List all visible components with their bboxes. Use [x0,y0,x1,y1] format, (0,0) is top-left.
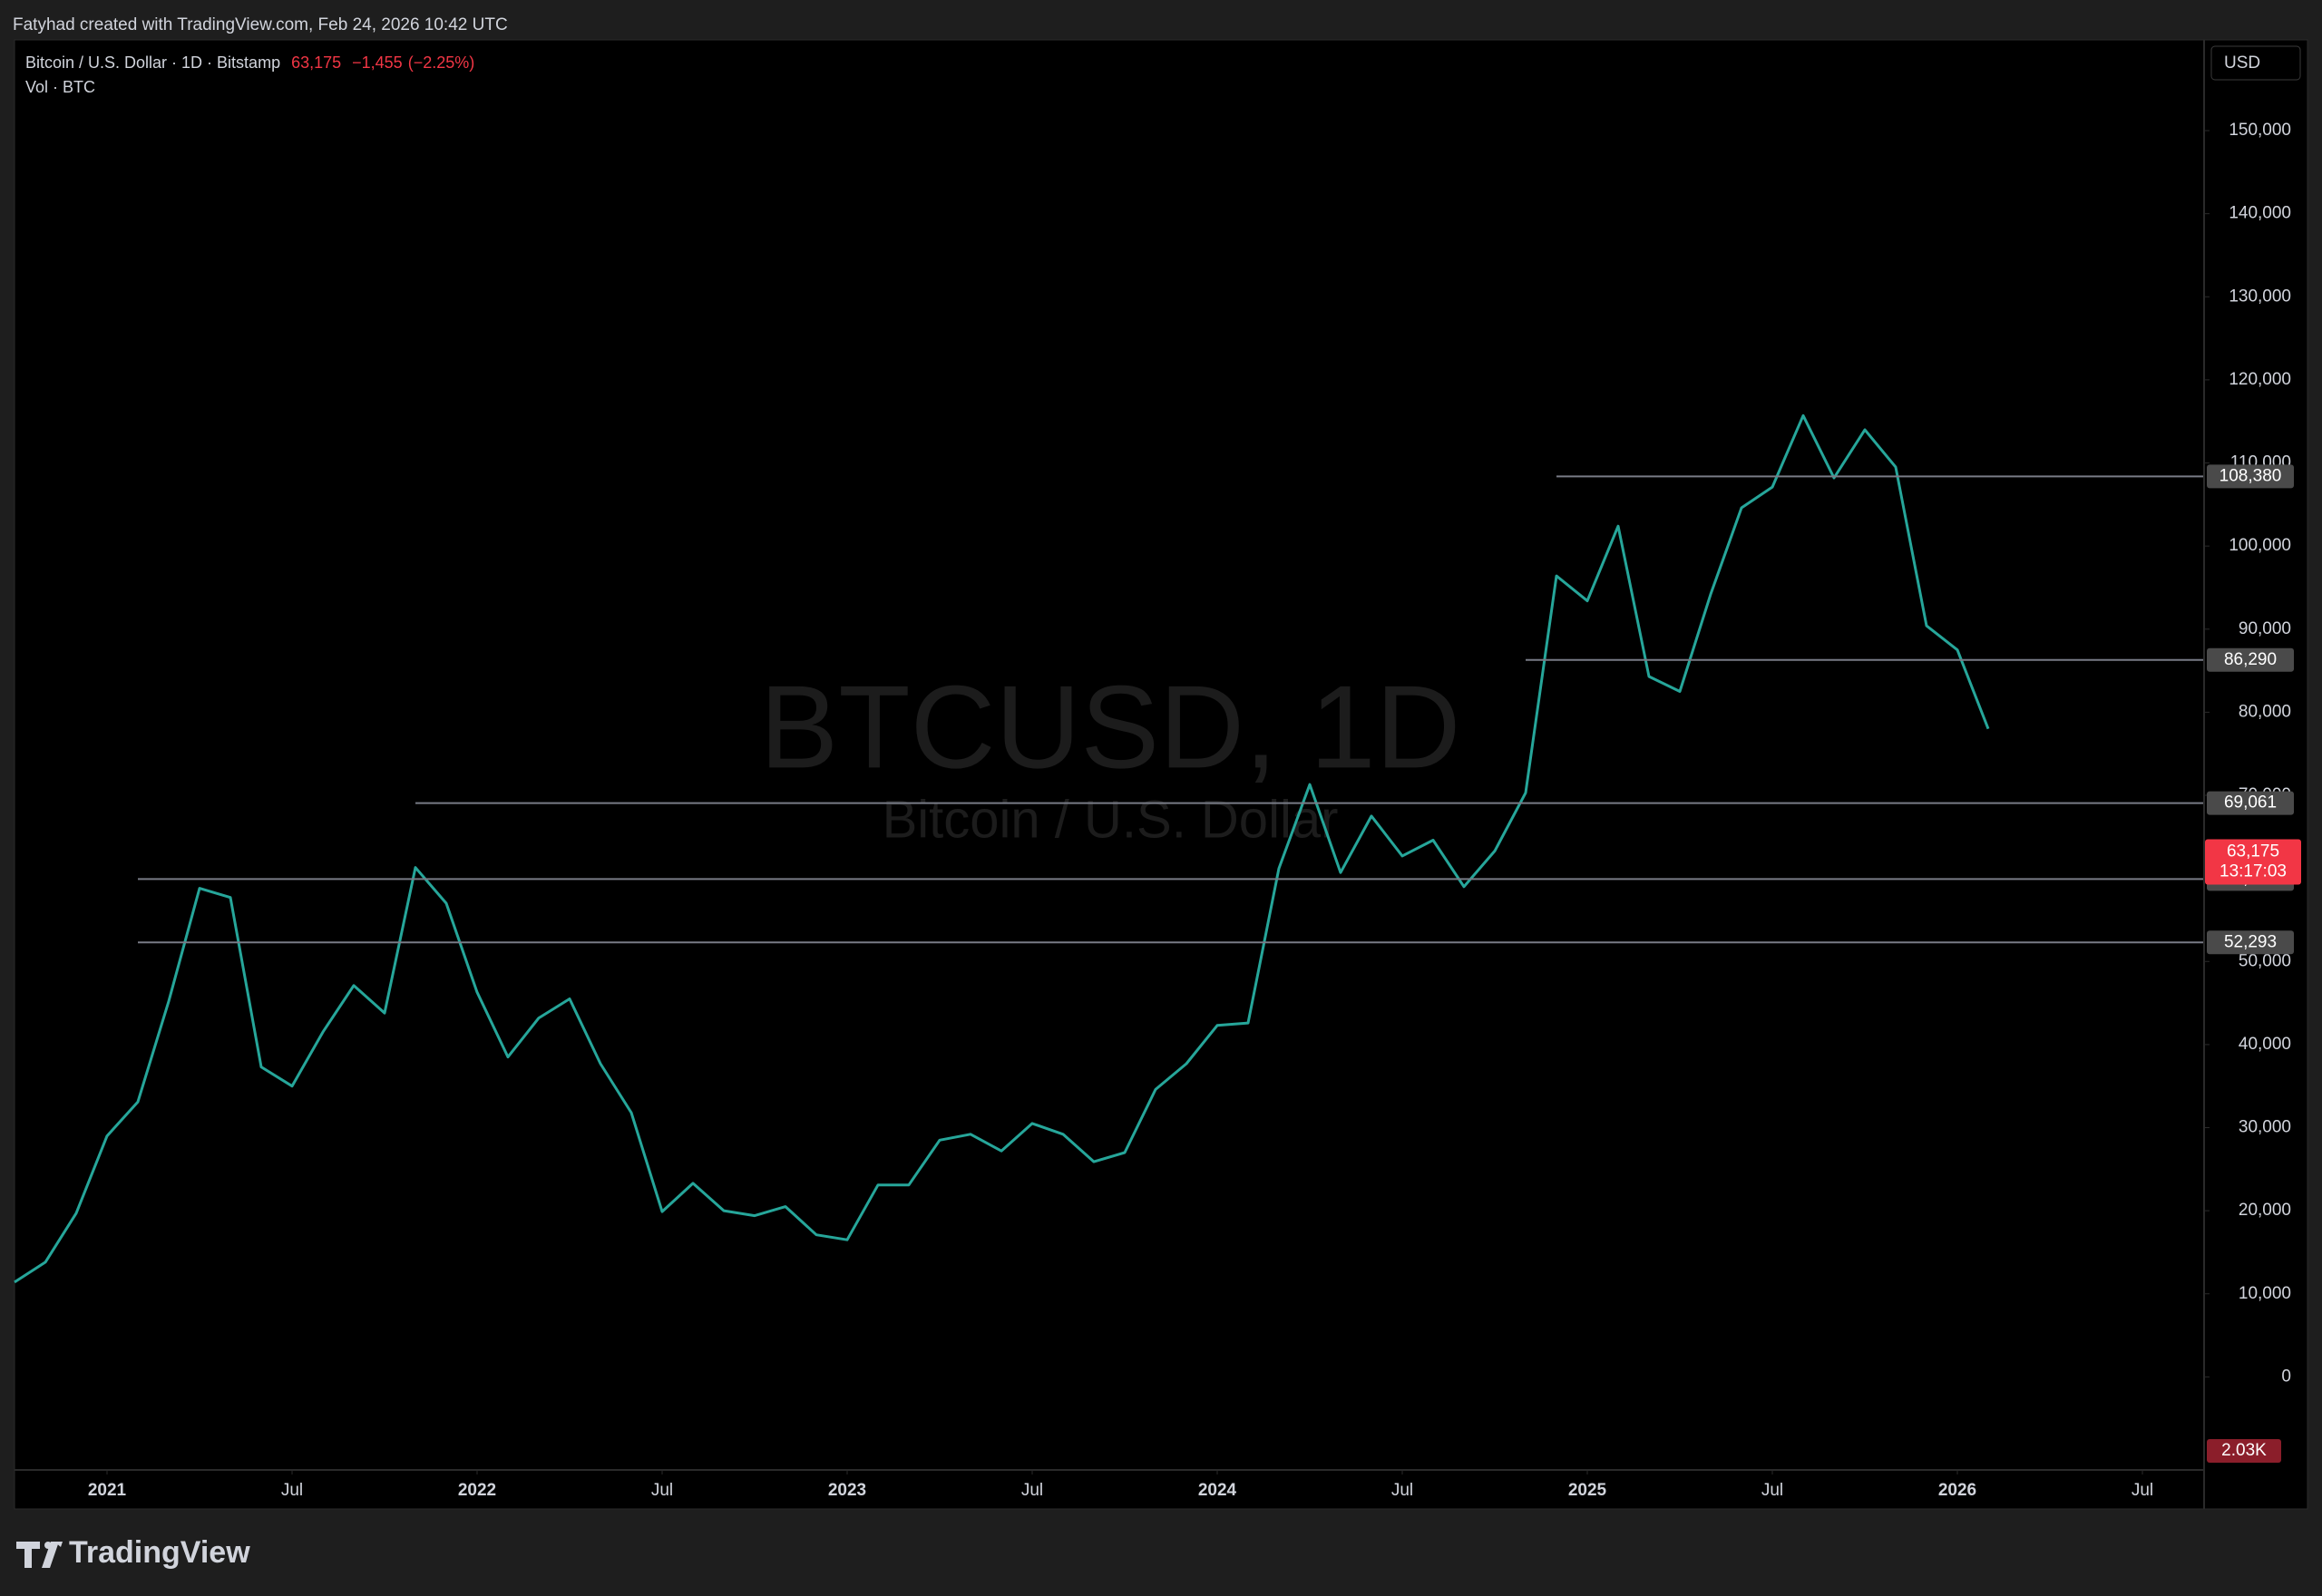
watermark-description: Bitcoin / U.S. Dollar [883,790,1339,849]
x-tick-label: Jul [1391,1481,1413,1500]
y-tick-label: 80,000 [2239,702,2291,721]
countdown-label: 13:17:03 [2220,862,2287,881]
legend-symbol: Bitcoin / U.S. Dollar · 1D · Bitstamp [25,54,280,72]
y-tick-label: 100,000 [2229,536,2291,555]
y-tick-label: 20,000 [2239,1201,2291,1220]
legend-line: Bitcoin / U.S. Dollar · 1D · Bitstamp 63,… [25,54,474,72]
brand-name: TradingView [69,1535,250,1570]
currency-label[interactable]: USD [2224,54,2260,73]
last-price-tag [2205,839,2301,885]
legend-change-pct: (−2.25%) [408,54,475,72]
volume-tag-label: 2.03K [2221,1441,2267,1460]
last-price-label: 63,175 [2227,842,2279,861]
chart-panel [14,39,2308,1510]
legend-change: −1,455 [352,54,403,72]
x-tick-label: 2022 [458,1481,496,1500]
level-tag [2207,930,2294,955]
x-tick-label: Jul [1021,1481,1043,1500]
y-tick-label: 120,000 [2229,370,2291,389]
price-line [14,414,1990,1284]
x-tick-label: 2026 [1938,1481,1976,1500]
y-tick-label: 0 [2281,1367,2291,1386]
x-tick-label: 2021 [88,1481,127,1500]
volume-tag [2207,1439,2281,1463]
x-tick-label: 2025 [1568,1481,1607,1500]
x-tick-label: 2024 [1198,1481,1237,1500]
level-tag [2207,791,2294,815]
y-tick-label: 10,000 [2239,1284,2291,1303]
y-tick-label: 30,000 [2239,1118,2291,1137]
y-tick-label: 150,000 [2229,121,2291,140]
y-tick-label: 50,000 [2239,951,2291,970]
y-tick-label: 90,000 [2239,619,2291,638]
level-tag-label: 52,293 [2224,932,2277,951]
legend-volume: Vol · BTC [25,78,95,96]
x-tick-label: Jul [1761,1481,1783,1500]
plot [14,414,2204,1284]
level-tag [2207,647,2294,672]
watermark-symbol: BTCUSD, 1D [760,660,1461,793]
y-tick-label: 40,000 [2239,1035,2291,1054]
legend-last: 63,175 [291,54,341,72]
level-tag [2207,464,2294,489]
currency-button[interactable] [2210,45,2301,81]
x-tick-label: Jul [281,1481,303,1500]
x-tick-label: Jul [2132,1481,2153,1500]
attribution: Fatyhad created with TradingView.com, Fe… [13,15,508,34]
y-tick-label: 130,000 [2229,287,2291,306]
x-tick-label: Jul [651,1481,673,1500]
brand-logo [16,1542,63,1568]
level-tag-label: 108,380 [2220,466,2282,485]
x-tick-label: 2023 [828,1481,866,1500]
level-tag-label: 86,290 [2224,650,2277,669]
y-tick-label: 140,000 [2229,204,2291,223]
level-tag-label: 69,061 [2224,793,2277,813]
